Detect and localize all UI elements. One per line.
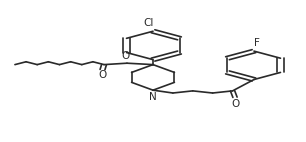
Text: N: N — [149, 92, 157, 102]
Text: O: O — [99, 70, 106, 80]
Text: F: F — [254, 38, 260, 48]
Text: Cl: Cl — [143, 18, 154, 28]
Text: O: O — [121, 52, 129, 61]
Text: O: O — [231, 99, 239, 109]
